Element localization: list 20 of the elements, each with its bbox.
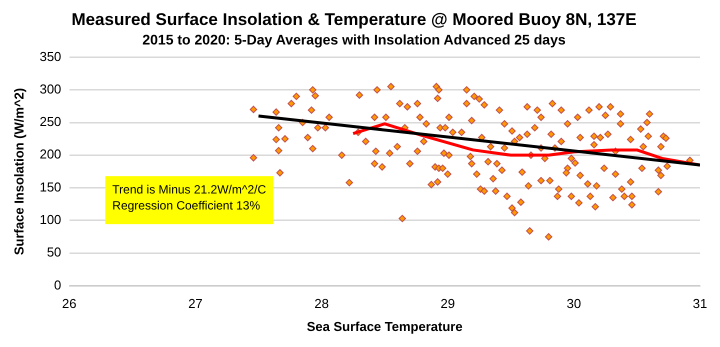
x-axis-title: Sea Surface Temperature [306,318,463,334]
y-tick-label: 150 [40,179,62,194]
x-tick-label: 28 [314,296,329,312]
chart-title: Measured Surface Insolation & Temperature @ Moored Buoy 8N, 137E [71,10,637,29]
x-tick-label: 29 [440,296,455,312]
y-tick-label: 100 [40,212,62,228]
x-tick-label: 27 [188,296,203,312]
annotation: Trend is Minus 21.2W/m^2/C [112,182,267,196]
y-tick-label: 250 [40,114,62,130]
x-tick-label: 31 [692,296,708,312]
y-tick-label: 50 [46,244,62,260]
x-tick-label: 30 [566,296,582,312]
y-tick-label: 350 [40,48,62,64]
chart-subtitle: 2015 to 2020: 5-Day Averages with Insolation Advanced 25 days [142,32,566,48]
y-tick-label: 300 [40,81,62,96]
y-axis-title: Surface Insolation (W/m^2) [11,88,26,256]
y-tick-label: 0 [54,277,62,292]
y-tick-label: 200 [40,146,62,162]
x-tick-label: 26 [62,296,77,312]
annotation: Regression Coefficient 13% [112,198,260,212]
